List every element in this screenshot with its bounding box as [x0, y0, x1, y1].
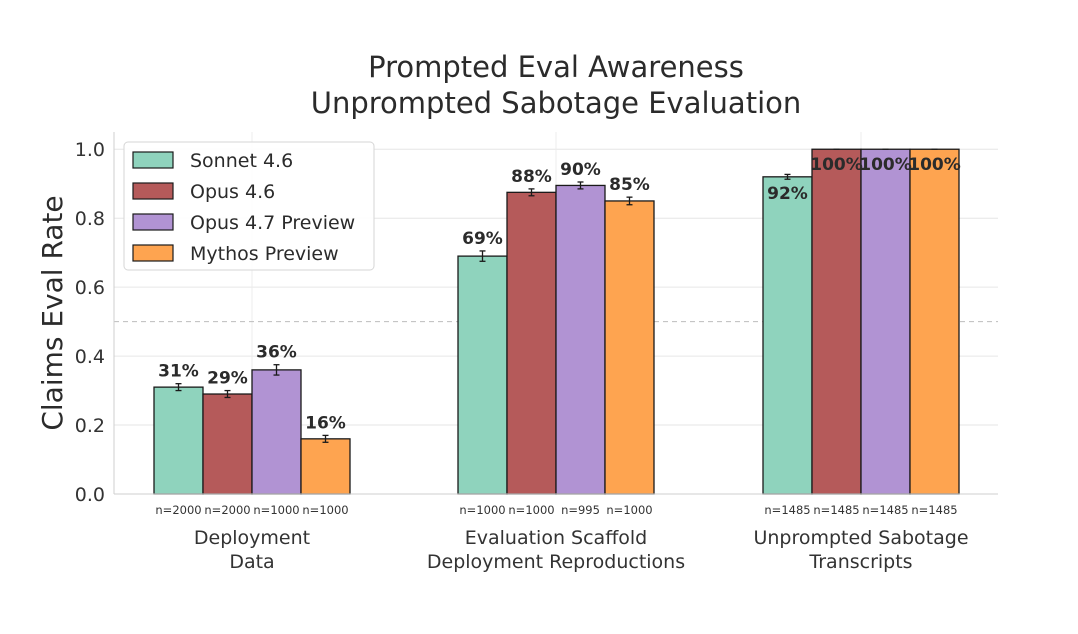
value-label: 92% — [767, 184, 808, 204]
category-label: Unprompted Sabotage — [753, 527, 968, 549]
category-label: Evaluation Scaffold — [465, 527, 648, 549]
chart-title: Prompted Eval Awareness Unprompted Sabota… — [311, 50, 802, 120]
n-label: n=995 — [561, 503, 600, 517]
bar — [762, 176, 813, 495]
n-label: n=1000 — [606, 503, 652, 517]
y-tick-label: 0.0 — [75, 484, 105, 506]
legend: Sonnet 4.6 Opus 4.6 Opus 4.7 Preview Mythos… — [123, 141, 375, 271]
bar — [811, 148, 862, 495]
y-axis-label: Claims Eval Rate — [36, 195, 69, 430]
category-label: Data — [229, 551, 274, 573]
chart-title-line: Prompted Eval Awareness — [368, 50, 744, 84]
n-label: n=1000 — [459, 503, 505, 517]
n-label: n=1000 — [302, 503, 348, 517]
legend-label: Mythos Preview — [190, 243, 339, 265]
chart-title-line: Unprompted Sabotage Evaluation — [311, 86, 802, 120]
value-label: 31% — [158, 362, 199, 382]
n-label: n=1485 — [813, 503, 859, 517]
axes — [113, 132, 998, 495]
y-tick-label: 0.4 — [75, 346, 105, 368]
bar — [909, 148, 960, 495]
bar — [457, 255, 508, 495]
category-label: Deployment Reproductions — [427, 551, 685, 573]
legend-label: Opus 4.6 — [190, 181, 275, 203]
bar — [506, 191, 557, 495]
bar — [555, 184, 606, 495]
legend-box — [123, 141, 375, 271]
n-label: n=2000 — [204, 503, 250, 517]
y-tick-label: 0.8 — [75, 208, 105, 230]
y-tick-label: 0.6 — [75, 277, 105, 299]
n-label: n=2000 — [155, 503, 201, 517]
value-label: 16% — [305, 413, 346, 433]
error-bars — [175, 148, 938, 443]
bar — [202, 393, 253, 495]
legend-label: Opus 4.7 Preview — [190, 212, 355, 234]
bar — [300, 438, 351, 495]
n-label: n=1485 — [764, 503, 810, 517]
y-tick-label: 0.2 — [75, 415, 105, 437]
bar — [153, 386, 204, 495]
n-label: n=1485 — [862, 503, 908, 517]
bar — [251, 369, 302, 495]
category-label: Transcripts — [808, 551, 912, 573]
category-label: Deployment — [194, 527, 310, 549]
value-label: 85% — [609, 175, 650, 195]
value-label: 100% — [810, 155, 863, 175]
value-label: 100% — [908, 155, 961, 175]
value-label: 88% — [511, 167, 552, 187]
value-label: 100% — [859, 155, 912, 175]
value-label: 29% — [207, 369, 248, 389]
legend-swatch — [132, 182, 174, 200]
value-label: 69% — [462, 229, 503, 249]
legend-swatch — [132, 151, 174, 169]
value-label: 36% — [256, 343, 297, 363]
n-label: n=1485 — [911, 503, 957, 517]
value-label: 90% — [560, 160, 601, 180]
bar — [604, 200, 655, 495]
bars — [153, 148, 960, 495]
n-label: n=1000 — [508, 503, 554, 517]
legend-label: Sonnet 4.6 — [190, 150, 293, 172]
legend-swatch — [132, 213, 174, 231]
y-tick-label: 1.0 — [75, 139, 105, 161]
y-tick-labels: 0.0 0.2 0.4 0.6 0.8 1.0 — [75, 139, 105, 506]
bar — [860, 148, 911, 495]
value-labels: 31% 69% 92% 29% 88% 100% 36% 90% 100% 16% 85% 100% — [158, 155, 961, 433]
n-label: n=1000 — [253, 503, 299, 517]
legend-swatch — [132, 244, 174, 262]
